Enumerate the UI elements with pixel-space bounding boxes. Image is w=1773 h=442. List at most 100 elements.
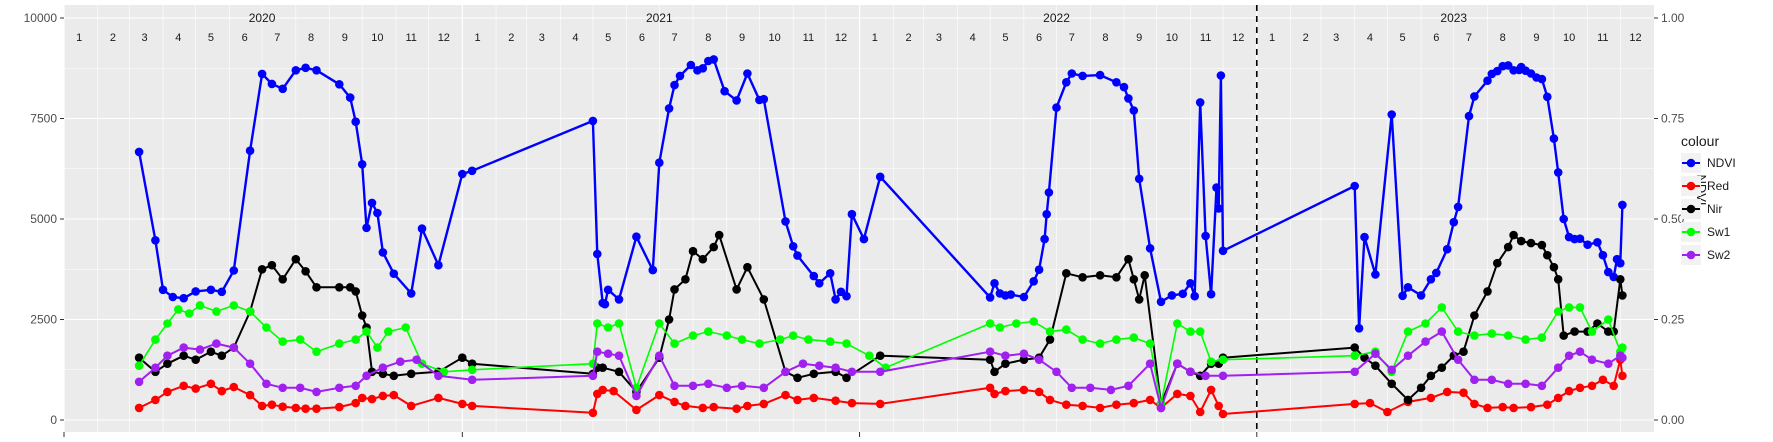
data-point xyxy=(191,384,200,393)
data-point xyxy=(1543,92,1552,102)
data-point xyxy=(1040,234,1049,244)
data-point xyxy=(134,403,144,413)
data-point xyxy=(781,367,790,377)
data-point xyxy=(1537,240,1547,250)
data-point xyxy=(1598,375,1608,385)
data-point xyxy=(467,166,477,176)
data-point xyxy=(217,351,227,361)
data-point xyxy=(1416,291,1426,300)
data-point xyxy=(1403,283,1413,292)
data-point xyxy=(655,158,664,167)
data-point xyxy=(389,371,399,381)
data-point xyxy=(1044,188,1054,197)
year-labels: 2020 2021 2022 2023 xyxy=(249,11,1468,25)
data-point xyxy=(688,331,698,340)
data-point xyxy=(1178,289,1188,299)
data-point xyxy=(632,232,641,241)
data-point xyxy=(406,401,416,411)
data-point xyxy=(257,401,267,411)
data-point xyxy=(1421,319,1430,328)
legend-key-point xyxy=(1686,227,1696,237)
data-point xyxy=(1564,303,1574,312)
data-point xyxy=(151,395,160,405)
data-point xyxy=(362,327,371,336)
data-point xyxy=(1218,409,1228,419)
month-label: 10 xyxy=(1166,32,1178,44)
data-point xyxy=(990,279,999,288)
month-label: 3 xyxy=(539,32,545,44)
data-point xyxy=(406,369,416,379)
data-point xyxy=(1095,271,1105,280)
data-point xyxy=(709,55,718,64)
month-label: 12 xyxy=(1629,32,1641,44)
data-point xyxy=(291,66,301,75)
data-point xyxy=(1019,355,1029,365)
data-point xyxy=(1129,333,1139,342)
data-point xyxy=(1509,403,1518,413)
data-point xyxy=(1371,349,1380,359)
data-point xyxy=(134,147,144,157)
data-point xyxy=(593,249,602,259)
data-point xyxy=(1218,371,1228,381)
data-point xyxy=(985,355,995,365)
data-point xyxy=(1609,381,1618,391)
data-point xyxy=(588,408,598,418)
data-point xyxy=(434,371,443,381)
data-point xyxy=(1583,240,1592,249)
data-point xyxy=(670,80,679,90)
data-point xyxy=(1559,214,1568,224)
data-point xyxy=(709,242,718,252)
data-point xyxy=(1442,244,1452,254)
data-point xyxy=(1195,98,1205,107)
data-point xyxy=(312,66,321,75)
data-point xyxy=(1095,403,1105,413)
data-point xyxy=(788,331,798,340)
left-tick-label: 5000 xyxy=(30,212,57,226)
month-label: 12 xyxy=(1232,32,1244,44)
month-label: 12 xyxy=(438,32,450,44)
data-point xyxy=(406,289,416,298)
data-point xyxy=(351,117,361,126)
data-point xyxy=(1543,400,1552,410)
month-label: 8 xyxy=(1102,32,1108,44)
data-point xyxy=(1616,258,1625,268)
data-point xyxy=(1575,303,1585,312)
data-point xyxy=(1570,327,1579,336)
data-point xyxy=(312,283,321,292)
data-point xyxy=(179,351,188,361)
left-axis: 0 2500 5000 7500 10000 xyxy=(24,11,64,427)
month-label: 3 xyxy=(141,32,147,44)
data-point xyxy=(1106,385,1116,395)
data-point xyxy=(598,385,607,395)
legend-label: Nir xyxy=(1707,202,1722,216)
month-label: 1 xyxy=(1269,32,1275,44)
data-point xyxy=(1095,70,1105,80)
data-point xyxy=(212,339,221,348)
data-point xyxy=(1112,400,1121,410)
data-point xyxy=(1437,327,1447,336)
data-point xyxy=(357,393,367,403)
data-point xyxy=(312,387,321,397)
data-point xyxy=(1206,357,1216,367)
month-label: 11 xyxy=(1200,32,1211,44)
month-label: 5 xyxy=(1400,32,1406,44)
data-point xyxy=(257,265,267,274)
data-point xyxy=(1062,78,1071,87)
month-label: 2 xyxy=(1303,32,1309,44)
left-tick-label: 2500 xyxy=(30,313,57,327)
data-point xyxy=(985,383,995,393)
data-point xyxy=(351,287,361,296)
data-point xyxy=(847,398,857,408)
data-point xyxy=(1124,381,1133,391)
data-point xyxy=(1134,174,1144,184)
legend-item-red: Red xyxy=(1681,176,1729,196)
data-point xyxy=(1034,355,1044,365)
legend: colour NDVI Red Nir Sw1 Sw2 xyxy=(1681,133,1736,265)
data-point xyxy=(1537,333,1547,342)
data-point xyxy=(351,381,361,391)
month-label: 11 xyxy=(1597,32,1608,44)
data-point xyxy=(737,381,747,391)
data-point xyxy=(1618,353,1627,363)
data-point xyxy=(1575,234,1585,243)
data-point xyxy=(743,401,752,411)
